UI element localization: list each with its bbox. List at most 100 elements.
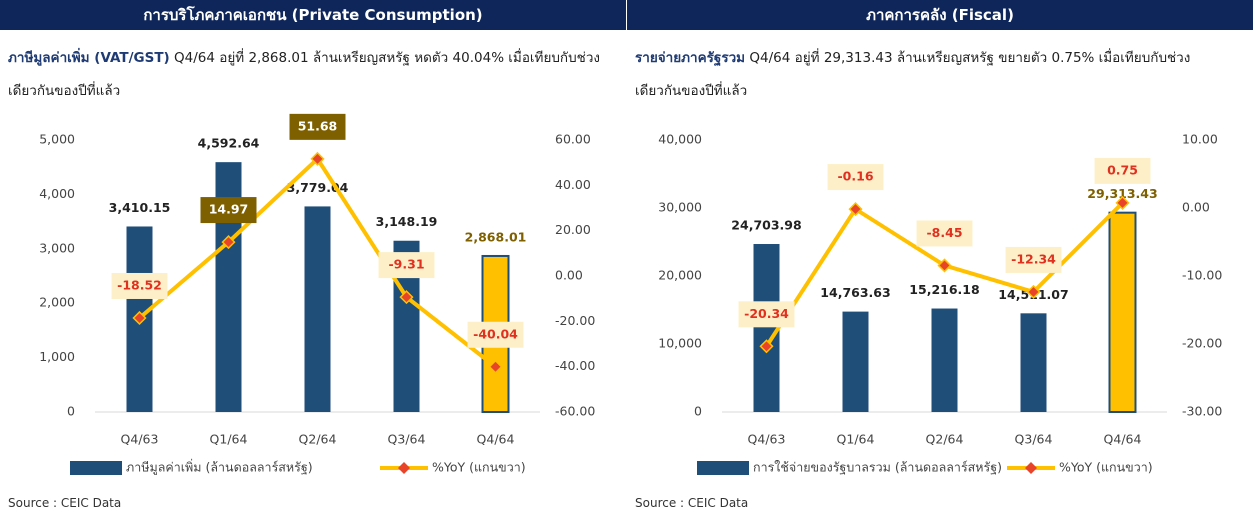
y-tick-label: 2,000 <box>39 295 75 310</box>
subtitle: รายจ่ายภาครัฐรวม Q4/64 อยู่ที่ 29,313.43… <box>635 42 1235 108</box>
bar <box>753 244 780 412</box>
point-label-box <box>1094 157 1151 184</box>
marker <box>310 151 325 166</box>
header: การบริโภคภาคเอกชน (Private Consumption) <box>0 0 626 30</box>
y-tick-label: 4,000 <box>39 186 75 201</box>
y-tick-label: 0 <box>67 404 75 419</box>
point-label-box <box>827 164 884 191</box>
bar-label: 3,410.15 <box>109 200 171 215</box>
y2-tick-label: -10.00 <box>1182 268 1222 283</box>
y-tick-label: 30,000 <box>658 200 702 215</box>
point-label: -18.52 <box>117 277 162 292</box>
bar-label: 3,148.19 <box>376 214 438 229</box>
y-tick-label: 5,000 <box>39 132 75 147</box>
marker <box>132 310 147 326</box>
x-tick-label: Q4/63 <box>748 432 786 447</box>
legend-label: การใช้จ่ายของรัฐบาลรวม (ล้านดอลลาร์สหรัฐ… <box>753 460 1002 475</box>
bar-label: 2,868.01 <box>465 229 527 244</box>
point-label-box <box>378 252 435 279</box>
y2-tick-label: 60.00 <box>555 132 591 147</box>
legend-marker <box>398 462 410 474</box>
subtitle: ภาษีมูลค่าเพิ่ม (VAT/GST) Q4/64 อยู่ที่ … <box>8 42 608 108</box>
source: Source : CEIC Data <box>635 496 749 510</box>
x-tick-label: Q4/63 <box>121 432 159 447</box>
header: ภาคการคลัง (Fiscal) <box>627 0 1253 30</box>
subtitle-bold: รายจ่ายภาครัฐรวม <box>635 50 746 66</box>
marker <box>399 290 414 305</box>
point-label: 0.75 <box>1107 162 1138 177</box>
y-tick-label: 3,000 <box>39 240 75 255</box>
legend-swatch <box>70 461 122 475</box>
marker <box>1026 284 1041 299</box>
legend-swatch <box>697 461 749 475</box>
point-label: -12.34 <box>1011 251 1056 266</box>
subtitle-text: Q4/64 อยู่ที่ 2,868.01 ล้านเหรียญสหรัฐ ห… <box>8 50 601 99</box>
point-label: 14.97 <box>209 202 249 217</box>
legend-marker <box>1025 462 1037 474</box>
source: Source : CEIC Data <box>8 496 122 510</box>
marker <box>848 202 863 217</box>
panel: การบริโภคภาคเอกชน (Private Consumption) … <box>0 0 626 518</box>
point-label-box <box>467 321 524 348</box>
bar <box>931 308 958 412</box>
point-label-box <box>738 301 795 328</box>
bar <box>1020 313 1047 412</box>
legend-label: %YoY (แกนขวา) <box>1059 460 1153 475</box>
x-tick-label: Q2/64 <box>299 432 337 447</box>
x-tick-label: Q4/64 <box>1104 432 1142 447</box>
y2-tick-label: 0.00 <box>1182 200 1210 215</box>
x-tick-label: Q3/64 <box>388 432 426 447</box>
legend-label: ภาษีมูลค่าเพิ่ม (ล้านดอลลาร์สหรัฐ) <box>126 459 313 476</box>
y2-tick-label: 40.00 <box>555 177 591 192</box>
x-tick-label: Q4/64 <box>477 432 515 447</box>
bar <box>1108 211 1137 414</box>
x-tick-label: Q2/64 <box>926 432 964 447</box>
y2-tick-label: -40.00 <box>555 358 595 373</box>
point-label-box <box>1005 246 1062 273</box>
bar-label: 15,216.18 <box>909 282 979 297</box>
subtitle-text: Q4/64 อยู่ที่ 29,313.43 ล้านเหรียญสหรัฐ … <box>635 50 1191 99</box>
bar-label: 14,763.63 <box>820 285 890 300</box>
y2-tick-label: -20.00 <box>555 313 595 328</box>
y-tick-label: 10,000 <box>658 336 702 351</box>
legend-label: %YoY (แกนขวา) <box>432 460 526 475</box>
y-tick-label: 20,000 <box>658 268 702 283</box>
x-tick-label: Q3/64 <box>1015 432 1053 447</box>
point-label: -20.34 <box>744 306 789 321</box>
point-label-box <box>111 272 168 299</box>
marker <box>759 339 774 354</box>
point-label-box <box>289 113 346 140</box>
bar-label: 24,703.98 <box>731 218 801 233</box>
marker <box>937 258 952 273</box>
bar <box>304 206 331 412</box>
y2-tick-label: 20.00 <box>555 222 591 237</box>
y2-tick-label: 0.00 <box>555 268 583 283</box>
bar-label: 4,592.64 <box>198 136 260 151</box>
y-tick-label: 1,000 <box>39 349 75 364</box>
subtitle-bold: ภาษีมูลค่าเพิ่ม (VAT/GST) <box>8 50 170 66</box>
y2-tick-label: -20.00 <box>1182 336 1222 351</box>
chart: 0 1,000 2,000 3,000 4,000 5,000 -60.00 -40.00 -2… <box>39 113 595 476</box>
marker <box>488 359 503 374</box>
bar-label: 29,313.43 <box>1087 186 1157 201</box>
point-label: -8.45 <box>926 225 962 240</box>
point-label-box <box>916 220 973 247</box>
panel: ภาคการคลัง (Fiscal) รายจ่ายภาครัฐรวม Q4/… <box>627 0 1253 518</box>
y2-tick-label: 10.00 <box>1182 132 1218 147</box>
marker <box>1115 195 1130 210</box>
marker <box>221 235 236 250</box>
point-label: -0.16 <box>837 169 873 184</box>
point-label-box <box>200 197 257 224</box>
x-tick-label: Q1/64 <box>210 432 248 447</box>
y-tick-label: 0 <box>694 404 702 419</box>
chart: 0 10,000 20,000 30,000 40,000 -30.00 -20.00 -10… <box>658 132 1222 475</box>
point-label: 51.68 <box>298 118 338 133</box>
y-tick-label: 40,000 <box>658 132 702 147</box>
y2-tick-label: -60.00 <box>555 404 595 419</box>
point-label: -40.04 <box>473 326 518 341</box>
y2-tick-label: -30.00 <box>1182 404 1222 419</box>
point-label: -9.31 <box>388 257 424 272</box>
x-tick-label: Q1/64 <box>837 432 875 447</box>
bar <box>842 311 869 412</box>
